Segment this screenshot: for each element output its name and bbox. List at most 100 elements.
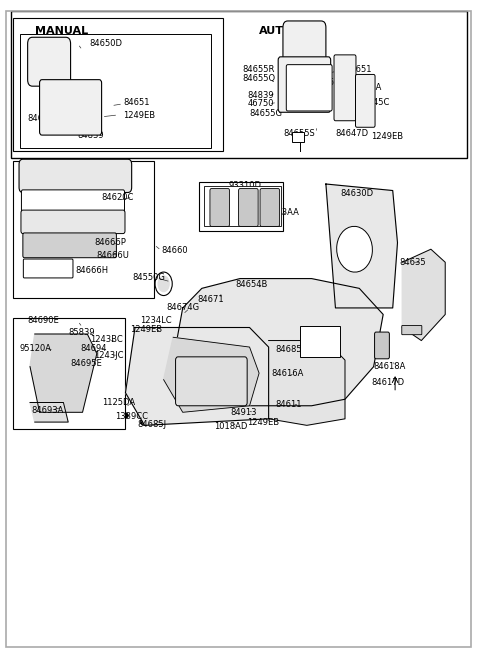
- Text: 85839: 85839: [68, 328, 95, 337]
- Text: 1018AD: 1018AD: [214, 422, 247, 431]
- Text: 84655S: 84655S: [283, 128, 315, 138]
- FancyBboxPatch shape: [176, 357, 247, 405]
- Polygon shape: [164, 337, 259, 412]
- Text: AUTO: AUTO: [259, 26, 293, 36]
- Text: 1335JD: 1335JD: [309, 333, 339, 342]
- Ellipse shape: [336, 227, 372, 272]
- Text: 84635: 84635: [400, 258, 427, 267]
- Text: 84913: 84913: [230, 408, 257, 417]
- Text: 84693A: 84693A: [31, 406, 63, 415]
- Text: 84655R: 84655R: [242, 66, 275, 75]
- FancyBboxPatch shape: [21, 210, 125, 234]
- Text: 84839: 84839: [247, 92, 274, 100]
- Text: 93330L: 93330L: [221, 193, 252, 202]
- FancyBboxPatch shape: [24, 259, 73, 278]
- Text: 1249EB: 1249EB: [123, 111, 155, 120]
- Text: 84654B: 84654B: [235, 280, 268, 289]
- FancyBboxPatch shape: [204, 186, 281, 227]
- Polygon shape: [269, 341, 345, 425]
- Polygon shape: [125, 328, 269, 425]
- Text: 84660: 84660: [161, 246, 188, 255]
- FancyBboxPatch shape: [239, 189, 258, 227]
- Text: 84645C: 84645C: [357, 98, 389, 107]
- Text: 84655: 84655: [319, 79, 345, 87]
- FancyBboxPatch shape: [22, 190, 124, 212]
- Circle shape: [269, 92, 274, 98]
- Circle shape: [124, 413, 128, 418]
- FancyBboxPatch shape: [199, 182, 283, 231]
- FancyBboxPatch shape: [402, 326, 422, 335]
- Text: 84695E: 84695E: [71, 359, 102, 368]
- FancyBboxPatch shape: [278, 57, 331, 112]
- Text: 84618A: 84618A: [373, 362, 406, 371]
- FancyBboxPatch shape: [228, 18, 464, 151]
- FancyBboxPatch shape: [286, 65, 332, 111]
- Text: 84685J: 84685J: [137, 420, 167, 428]
- Text: 84550G: 84550G: [132, 273, 166, 282]
- Text: 1249EB: 1249EB: [247, 418, 279, 426]
- Text: 1125DA: 1125DA: [102, 398, 135, 407]
- FancyBboxPatch shape: [356, 75, 375, 127]
- Text: 84685K: 84685K: [276, 345, 308, 354]
- Text: 84640E: 84640E: [28, 114, 60, 123]
- FancyBboxPatch shape: [13, 318, 125, 428]
- Polygon shape: [173, 278, 383, 405]
- FancyBboxPatch shape: [39, 80, 102, 135]
- Text: 84690E: 84690E: [28, 316, 60, 326]
- Text: 1339CC: 1339CC: [115, 413, 148, 421]
- Circle shape: [147, 403, 151, 408]
- Text: 84630D: 84630D: [340, 189, 373, 198]
- Text: 84655Q: 84655Q: [242, 74, 276, 83]
- Polygon shape: [30, 334, 97, 412]
- Text: 84696: 84696: [211, 396, 238, 405]
- Text: 84652B: 84652B: [33, 59, 65, 68]
- Circle shape: [140, 419, 144, 424]
- Text: 1249EB: 1249EB: [371, 132, 403, 141]
- Polygon shape: [30, 403, 68, 422]
- Text: 84651: 84651: [123, 98, 150, 107]
- FancyBboxPatch shape: [11, 11, 467, 158]
- Text: 84620C: 84620C: [102, 193, 134, 202]
- Text: MANUAL: MANUAL: [35, 26, 88, 36]
- Text: 84647D: 84647D: [336, 128, 369, 138]
- FancyBboxPatch shape: [283, 21, 326, 70]
- Text: 95120A: 95120A: [20, 344, 51, 353]
- Text: 1234LC: 1234LC: [140, 316, 171, 326]
- Text: 84694: 84694: [80, 344, 107, 353]
- Text: 84616A: 84616A: [271, 369, 303, 378]
- Polygon shape: [402, 250, 445, 341]
- FancyBboxPatch shape: [13, 18, 223, 151]
- FancyBboxPatch shape: [292, 132, 304, 141]
- FancyBboxPatch shape: [334, 55, 356, 121]
- Text: 46750: 46750: [247, 100, 274, 108]
- Text: 84646A: 84646A: [350, 83, 382, 92]
- Text: 84652B: 84652B: [288, 46, 320, 55]
- FancyBboxPatch shape: [13, 161, 154, 298]
- Text: 1249EB: 1249EB: [130, 325, 162, 334]
- FancyBboxPatch shape: [19, 159, 132, 193]
- FancyBboxPatch shape: [23, 233, 116, 257]
- Text: 1243BC: 1243BC: [90, 335, 122, 344]
- Text: 84655G: 84655G: [250, 109, 283, 118]
- Text: 93330R: 93330R: [247, 200, 280, 210]
- Text: 84666U: 84666U: [97, 252, 130, 260]
- FancyBboxPatch shape: [260, 189, 280, 227]
- FancyBboxPatch shape: [28, 37, 71, 86]
- Text: 93310D: 93310D: [228, 181, 261, 190]
- FancyBboxPatch shape: [210, 189, 229, 227]
- Text: 84839: 84839: [78, 130, 104, 140]
- Text: 84666P: 84666P: [95, 238, 126, 247]
- Text: 84671: 84671: [197, 295, 224, 304]
- FancyBboxPatch shape: [300, 326, 340, 357]
- Polygon shape: [326, 184, 397, 308]
- Text: 84666H: 84666H: [75, 266, 108, 274]
- Text: 1243AA: 1243AA: [266, 208, 299, 217]
- Text: 84650D: 84650D: [90, 39, 123, 48]
- Text: 84617D: 84617D: [371, 379, 404, 388]
- Text: 93321B: 93321B: [209, 215, 241, 225]
- FancyBboxPatch shape: [21, 34, 211, 148]
- Text: 84611: 84611: [276, 400, 302, 409]
- Text: 84674G: 84674G: [166, 303, 199, 312]
- Circle shape: [157, 275, 170, 292]
- FancyBboxPatch shape: [374, 332, 389, 359]
